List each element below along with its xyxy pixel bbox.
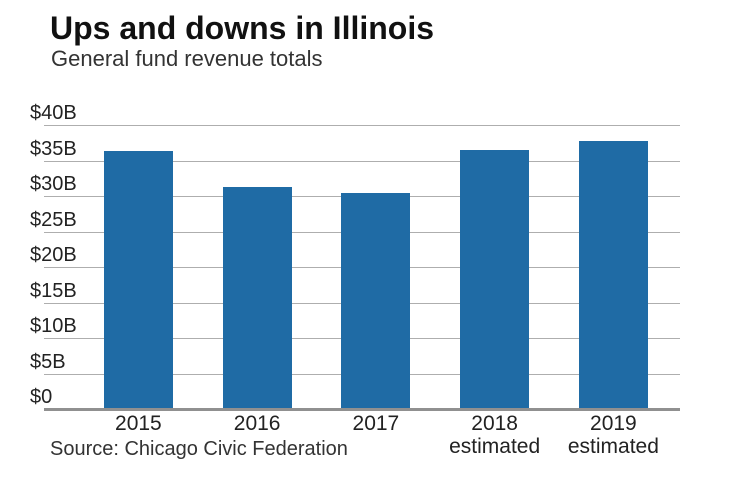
bar-2018 (460, 149, 530, 409)
x-axis-year: 2015 (115, 412, 162, 435)
source-note: Source: Chicago Civic Federation (50, 438, 348, 460)
y-axis-tick-label: $20B (30, 244, 77, 266)
x-axis-label-2019: 2019 estimated (543, 412, 683, 458)
bar-2019 (578, 141, 648, 409)
chart-subtitle: General fund revenue totals (51, 46, 323, 71)
gridline (44, 125, 680, 126)
x-axis-year: 2018 (471, 412, 518, 435)
y-axis-tick-label: $35B (30, 137, 77, 160)
x-axis-label-2015: 2015 (68, 412, 208, 435)
x-axis-label-2017: 2017 (306, 412, 446, 435)
y-axis-tick-label: $10B (30, 315, 77, 337)
y-axis-tick-label: $30B (30, 173, 77, 195)
y-axis-tick-label: $15B (30, 279, 77, 302)
x-axis-label-2016: 2016 (187, 412, 327, 435)
y-axis-tick-label: $40B (30, 102, 77, 124)
y-axis-tick-label: $5B (30, 350, 66, 373)
gridline (44, 160, 680, 162)
y-axis-tick-label: $25B (30, 208, 77, 231)
chart-title: Ups and downs in Illinois (50, 10, 435, 46)
x-axis-label-2018: 2018 estimated (425, 412, 565, 458)
x-axis-year: 2016 (233, 412, 281, 435)
x-axis-year: 2017 (352, 412, 400, 435)
x-axis-sublabel: estimated (567, 435, 659, 458)
x-axis-year: 2019 (590, 412, 637, 435)
y-axis-tick-label: $0 (30, 386, 53, 408)
bar-2016 (222, 186, 292, 409)
bar-2015 (103, 150, 173, 409)
x-axis-line (44, 408, 680, 411)
bar-2017 (341, 193, 411, 409)
x-axis-sublabel: estimated (449, 435, 541, 458)
